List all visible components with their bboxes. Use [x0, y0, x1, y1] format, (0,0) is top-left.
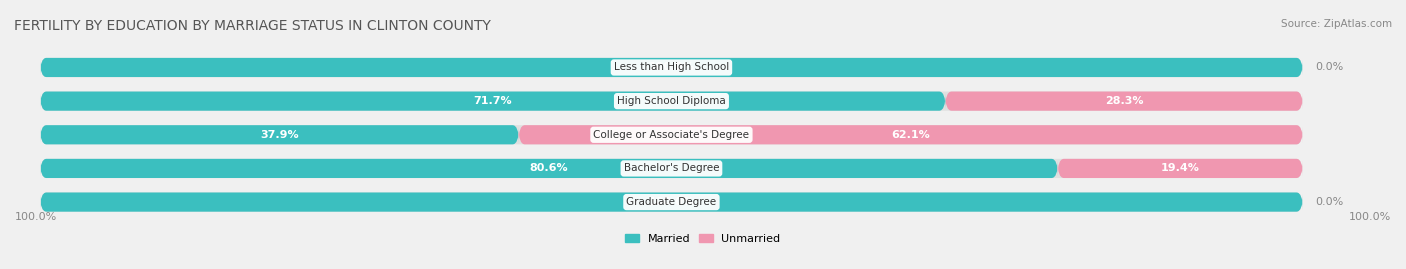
Text: 62.1%: 62.1%: [891, 130, 929, 140]
Text: 0.0%: 0.0%: [1315, 197, 1344, 207]
FancyBboxPatch shape: [41, 159, 1057, 178]
Text: 80.6%: 80.6%: [530, 164, 568, 174]
FancyBboxPatch shape: [945, 91, 1303, 111]
Text: High School Diploma: High School Diploma: [617, 96, 725, 106]
Text: 0.0%: 0.0%: [1315, 62, 1344, 72]
Text: 71.7%: 71.7%: [474, 96, 512, 106]
FancyBboxPatch shape: [41, 193, 1303, 212]
FancyBboxPatch shape: [1057, 159, 1303, 178]
FancyBboxPatch shape: [41, 159, 1303, 178]
FancyBboxPatch shape: [41, 125, 519, 144]
FancyBboxPatch shape: [41, 58, 1303, 77]
Text: 100.0%: 100.0%: [1348, 212, 1391, 222]
FancyBboxPatch shape: [41, 91, 945, 111]
Text: 19.4%: 19.4%: [1161, 164, 1199, 174]
FancyBboxPatch shape: [41, 91, 1303, 111]
FancyBboxPatch shape: [41, 193, 1303, 212]
Text: 100.0%: 100.0%: [15, 212, 58, 222]
Text: FERTILITY BY EDUCATION BY MARRIAGE STATUS IN CLINTON COUNTY: FERTILITY BY EDUCATION BY MARRIAGE STATU…: [14, 19, 491, 33]
FancyBboxPatch shape: [41, 58, 1303, 77]
Text: 100.0%: 100.0%: [648, 197, 695, 207]
Text: Bachelor's Degree: Bachelor's Degree: [624, 164, 720, 174]
FancyBboxPatch shape: [519, 125, 1303, 144]
Text: 100.0%: 100.0%: [648, 62, 695, 72]
Text: College or Associate's Degree: College or Associate's Degree: [593, 130, 749, 140]
Text: 28.3%: 28.3%: [1105, 96, 1143, 106]
Legend: Married, Unmarried: Married, Unmarried: [621, 229, 785, 248]
Text: Source: ZipAtlas.com: Source: ZipAtlas.com: [1281, 19, 1392, 29]
Text: Graduate Degree: Graduate Degree: [627, 197, 717, 207]
FancyBboxPatch shape: [41, 125, 1303, 144]
Text: Less than High School: Less than High School: [614, 62, 730, 72]
Text: 37.9%: 37.9%: [260, 130, 299, 140]
